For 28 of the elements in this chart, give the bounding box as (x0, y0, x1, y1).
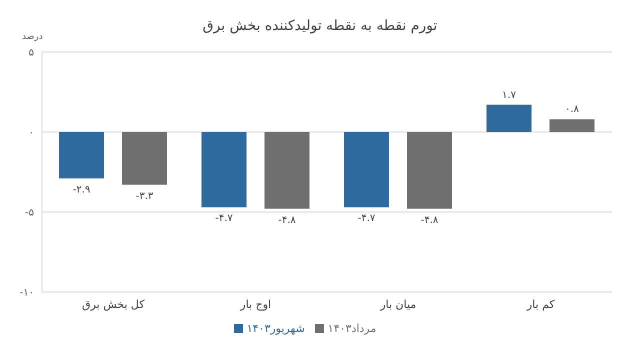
data-label: ۰.۸ (565, 104, 580, 116)
x-tick-label: اوج بار (239, 298, 272, 311)
bar (550, 119, 594, 132)
x-tick-label: کم بار (526, 298, 556, 311)
y-tick-label: ۰ (28, 128, 34, 139)
y-tick-label: -۵ (25, 208, 34, 219)
data-label: -۴.۸ (278, 214, 296, 226)
data-label: -۳.۳ (136, 190, 154, 202)
bar (59, 132, 104, 178)
data-label: -۴.۷ (215, 213, 234, 224)
x-tick-label: میان بار (379, 298, 416, 311)
bar (486, 104, 532, 132)
data-label: -۴.۷ (358, 213, 376, 224)
chart-title: تورم نقطه به نقطه تولیدکننده بخش برق (202, 18, 438, 34)
y-tick-label: ۵ (28, 48, 34, 59)
bar (407, 132, 452, 209)
data-label: -۲.۹ (72, 184, 90, 196)
data-label: ۱.۷ (502, 90, 517, 101)
bar (122, 132, 167, 185)
bar (202, 132, 246, 208)
x-tick-label: کل بخش برق (82, 298, 146, 311)
y-tick-label: -۱۰ (20, 288, 34, 299)
data-label: -۴.۸ (420, 214, 439, 226)
legend-label: مرداد۱۴۰۳ (328, 322, 376, 335)
legend-label: شهریور۱۴۰۳ (246, 322, 305, 335)
bar (344, 132, 389, 208)
bar (264, 132, 310, 209)
y-axis-title: درصد (22, 32, 43, 42)
